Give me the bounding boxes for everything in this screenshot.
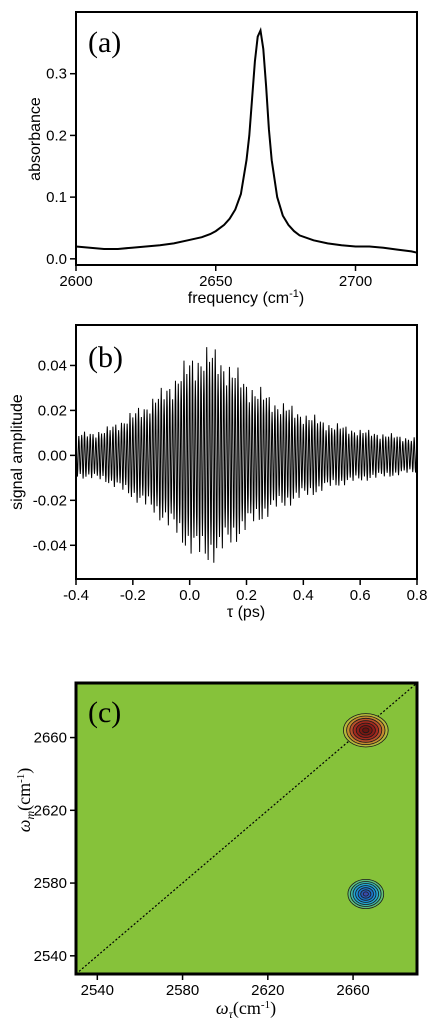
panel-c-xtick-label: 2620 bbox=[251, 982, 284, 999]
panel-b-xtick-label: 0.2 bbox=[236, 587, 257, 604]
panel-b-xlabel: τ (ps) bbox=[227, 604, 265, 621]
panel-c-ylabel-sub: m bbox=[23, 811, 37, 820]
panel-b-ylabel: signal amplitude bbox=[9, 394, 26, 510]
panel-c-ylabel-omega: ω bbox=[14, 820, 34, 833]
contour-peaks bbox=[342, 713, 389, 910]
panel-c-xlabel-omega: ω bbox=[216, 998, 229, 1018]
panel-c-xlabel-unit: (cm bbox=[233, 998, 261, 1019]
panel-a-xlabel-sup: -1 bbox=[289, 288, 299, 300]
signal-line bbox=[76, 347, 417, 563]
panel-c-ylabel-unit: (cm bbox=[14, 783, 35, 811]
panel-c-ytick-label: 2540 bbox=[34, 948, 67, 965]
panel-a-xlabel-end: ) bbox=[299, 290, 304, 307]
panel-c-ylabel-end: ) bbox=[14, 768, 35, 774]
panel-a-xlabel-main: frequency (cm bbox=[188, 290, 289, 307]
panel-c-ytick-label: 2660 bbox=[34, 730, 67, 747]
panel-b-xtick-label: -0.4 bbox=[63, 587, 89, 604]
panel-c-xlabel-sub: τ bbox=[229, 1007, 234, 1021]
panel-a-ylabel: absorbance bbox=[27, 97, 44, 181]
panel-a-ytick-label: 0.1 bbox=[46, 189, 67, 206]
panel-a-ytick-label: 0.2 bbox=[46, 127, 67, 144]
panel-a-ticks: 2600 2650 2700 0.0 0.1 0.2 0.3 bbox=[46, 66, 372, 290]
panel-c-xlabel: ωτ(cm-1) bbox=[216, 998, 276, 1021]
panel-c-ylabel-sup: -1 bbox=[15, 774, 27, 783]
panel-b-xtick-label: 0.4 bbox=[293, 587, 314, 604]
panel-b-ytick-label: 0.00 bbox=[38, 447, 67, 464]
panel-a-xlabel: frequency (cm-1) bbox=[188, 288, 304, 307]
panel-a-frame bbox=[75, 11, 418, 266]
panel-c-xtick-label: 2660 bbox=[336, 982, 369, 999]
positive-peak-contour bbox=[362, 727, 370, 734]
panel-b-ytick-label: -0.04 bbox=[33, 537, 67, 554]
panel-a-ytick-label: 0.0 bbox=[46, 251, 67, 268]
panel-a-xtick-label: 2650 bbox=[199, 273, 232, 290]
panel-b-ytick-label: -0.02 bbox=[33, 492, 67, 509]
panel-c-xtick-label: 2580 bbox=[166, 982, 199, 999]
panel-a-ytick-label: 0.3 bbox=[46, 66, 67, 83]
panel-b-xtick-label: 0.6 bbox=[350, 587, 371, 604]
panel-b-xtick-label: 0.0 bbox=[179, 587, 200, 604]
panel-c-ylabel: ωm(cm-1) bbox=[14, 768, 37, 833]
panel-c-ytick-label: 2580 bbox=[34, 875, 67, 892]
panel-b-letter: (b) bbox=[88, 341, 123, 374]
panel-c-xlabel-end: ) bbox=[270, 998, 276, 1019]
absorbance-line bbox=[75, 27, 418, 254]
panel-a-xtick-label: 2700 bbox=[339, 273, 372, 290]
panel-c-ytick-label: 2620 bbox=[34, 802, 67, 819]
panel-a-letter: (a) bbox=[88, 26, 121, 59]
negative-peak-contour bbox=[362, 891, 369, 897]
panel-b-xtick-label: -0.2 bbox=[120, 587, 146, 604]
panel-c-letter: (c) bbox=[88, 696, 121, 729]
panel-b-ticks: -0.4 -0.2 0.0 0.2 0.4 0.6 0.8 -0.04 -0.02 0.00 0.0… bbox=[33, 357, 428, 604]
panel-b-frame bbox=[75, 324, 418, 580]
panel-c-ticks: 2540 2580 2620 2660 2540 2580 2620 2660 bbox=[34, 730, 370, 999]
panel-b-ytick-label: 0.04 bbox=[38, 357, 67, 374]
panel-b: -0.4 -0.2 0.0 0.2 0.4 0.6 0.8 -0.04 -0.02 0.00 0.0… bbox=[9, 324, 428, 621]
panel-c-xlabel-sup: -1 bbox=[261, 999, 270, 1011]
panel-c-xtick-label: 2540 bbox=[81, 982, 114, 999]
panel-b-xtick-label: 0.8 bbox=[407, 587, 428, 604]
panel-b-ytick-label: 0.02 bbox=[38, 402, 67, 419]
panel-a-xtick-label: 2600 bbox=[59, 273, 92, 290]
